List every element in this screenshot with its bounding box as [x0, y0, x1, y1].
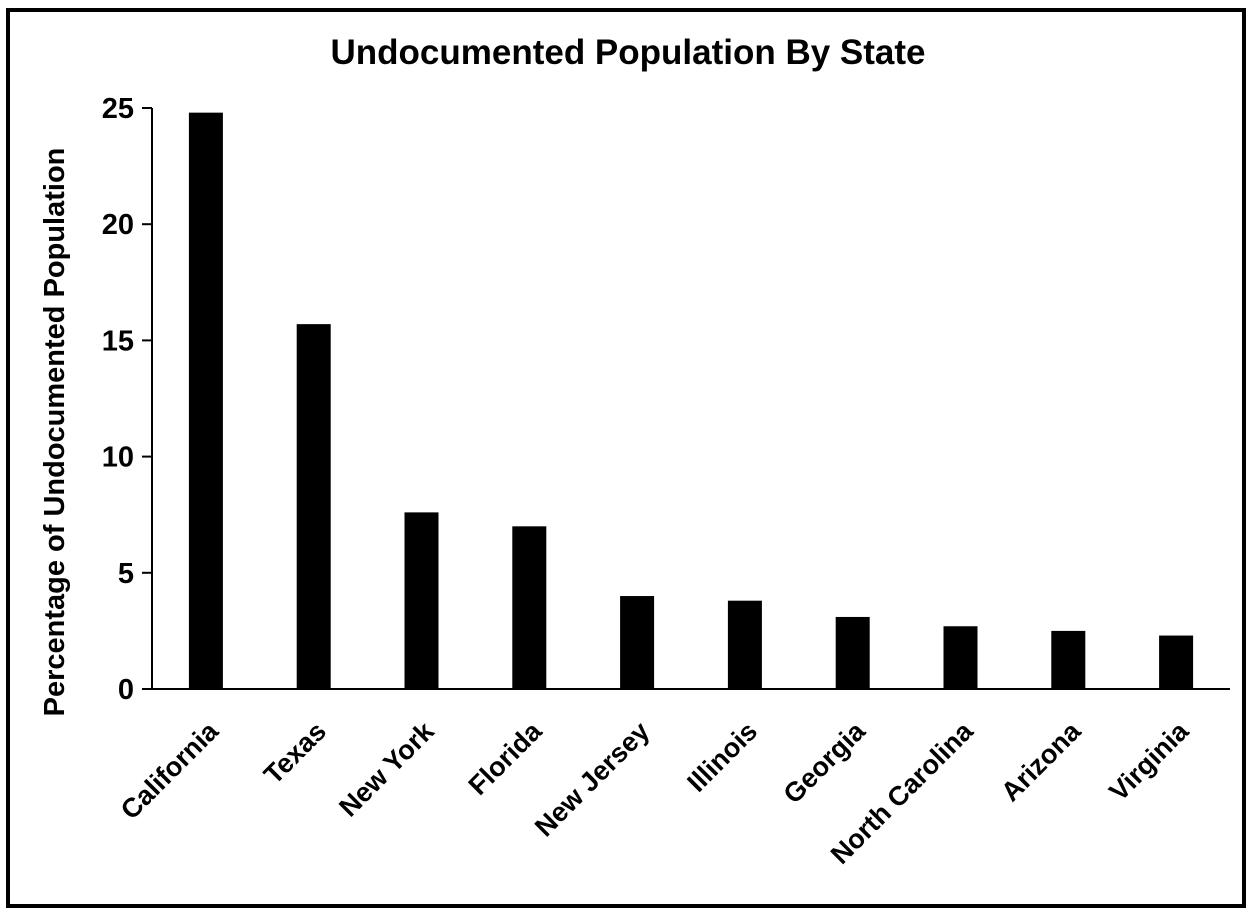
bar [404, 512, 439, 689]
bar [835, 616, 870, 689]
x-category-label: Arizona [995, 715, 1087, 807]
chart-title: Undocumented Population By State [330, 33, 925, 72]
bar [512, 526, 547, 689]
y-tick-label: 25 [102, 93, 134, 125]
x-category-label: Georgia [778, 715, 872, 809]
x-category-label: California [115, 715, 225, 825]
x-category-label: New Jersey [529, 716, 655, 842]
x-category-label: Virginia [1103, 715, 1195, 807]
x-category-label: Texas [258, 716, 332, 790]
x-category-label: Florida [463, 715, 549, 801]
y-tick-label: 20 [102, 209, 134, 241]
x-category-label: Illinois [681, 716, 763, 798]
bar [1051, 630, 1086, 689]
y-tick-label: 10 [102, 442, 134, 474]
bar [188, 112, 223, 689]
y-tick-label: 0 [118, 674, 134, 706]
bar [620, 596, 655, 689]
plot-area: 0 5 10 15 20 25 California Texas New York Florida… [102, 93, 1230, 870]
bar [943, 626, 978, 689]
bar [296, 324, 331, 689]
bar [1159, 635, 1194, 689]
y-tick-label: 15 [102, 325, 134, 357]
bar [727, 600, 762, 689]
x-category-label: New York [333, 715, 440, 822]
y-tick-label: 5 [118, 558, 134, 590]
y-axis-label: Percentage of Undocumented Population [39, 148, 71, 717]
